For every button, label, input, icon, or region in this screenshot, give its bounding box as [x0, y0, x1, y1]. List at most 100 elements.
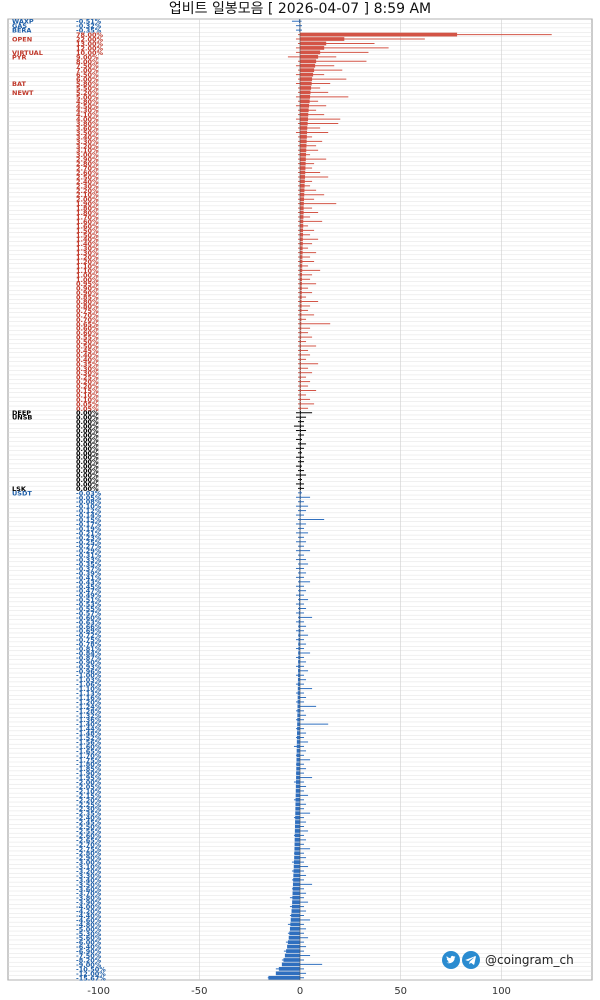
bar [300, 410, 301, 415]
pct-label: 0.00% [76, 418, 99, 426]
bar [294, 837, 300, 842]
bar [298, 606, 300, 611]
pct-label: 3.30% [76, 138, 99, 146]
bar [288, 935, 300, 940]
bar [300, 54, 319, 59]
pct-label: 2.70% [76, 165, 99, 173]
pct-label: 0.10% [76, 396, 99, 404]
bar [300, 339, 302, 344]
pct-label: -2.20% [76, 796, 102, 804]
pct-label: -0.14% [76, 512, 102, 520]
bar [275, 971, 300, 976]
pct-label: 0.70% [76, 316, 99, 324]
pct-label: 0.05% [76, 405, 99, 413]
bar [300, 308, 302, 313]
pct-label: 1.80% [76, 205, 99, 213]
bar [299, 495, 301, 500]
pct-label: 0.00% [76, 431, 99, 439]
pct-label: -3.40% [76, 876, 102, 884]
pct-label: -3.70% [76, 890, 102, 898]
pct-label: -1.32% [76, 712, 102, 720]
pct-label: 1.00% [76, 271, 99, 279]
pct-label: 0.90% [76, 285, 99, 293]
bar [296, 735, 300, 740]
pct-label: -0.47% [76, 587, 102, 595]
pct-label: -2.65% [76, 836, 102, 844]
pct-label: 4.30% [76, 107, 99, 115]
bar [300, 450, 301, 455]
pct-label: 0.10% [76, 391, 99, 399]
bar [294, 855, 300, 860]
bar [297, 726, 300, 731]
bar [296, 757, 300, 762]
pct-label: 0.20% [76, 383, 99, 391]
pct-label: -2.05% [76, 783, 102, 791]
bar [300, 121, 308, 126]
pct-label: 1.90% [76, 200, 99, 208]
pct-label: -3.30% [76, 872, 102, 880]
pct-label: -1.65% [76, 747, 102, 755]
bar [300, 424, 301, 428]
pct-label: -0.81% [76, 645, 102, 653]
bar [300, 397, 301, 402]
bar [287, 944, 300, 949]
bar [300, 81, 312, 86]
pct-label: 4.80% [76, 98, 99, 106]
coin-label: UNSB [12, 414, 32, 422]
pct-label: 2.90% [76, 156, 99, 164]
bar [300, 86, 312, 90]
bar [295, 784, 300, 789]
pct-label: -0.66% [76, 623, 102, 631]
pct-label: -8.20% [76, 956, 102, 964]
pct-label: -0.78% [76, 641, 102, 649]
bar [291, 909, 300, 913]
bar [298, 628, 300, 633]
pct-label: 0.00% [76, 423, 99, 431]
bar [284, 953, 300, 958]
bar [300, 152, 307, 157]
pct-label: -0.35% [76, 561, 102, 569]
pct-label: -3.50% [76, 881, 102, 889]
pct-label: 0.50% [76, 338, 99, 346]
bar [300, 286, 302, 291]
bar [300, 143, 307, 148]
bar [292, 895, 300, 900]
pct-label: 0.40% [76, 356, 99, 364]
bar [300, 415, 301, 420]
bar [296, 771, 300, 775]
bar [299, 575, 301, 580]
bar [300, 375, 301, 380]
bar [300, 148, 307, 153]
x-tick-label: 0 [297, 986, 303, 997]
pct-label: -1.75% [76, 756, 102, 764]
pct-label: -0.60% [76, 614, 102, 622]
bar [300, 215, 304, 219]
pct-label: 4.50% [76, 102, 99, 110]
bar [300, 304, 302, 308]
bar [298, 646, 300, 651]
pct-label: -3.20% [76, 867, 102, 875]
pct-label: -1.56% [76, 738, 102, 746]
bar [296, 749, 300, 753]
bar [300, 139, 307, 144]
pct-label: -0.39% [76, 569, 102, 577]
pct-label: -0.72% [76, 632, 102, 640]
bar [300, 183, 305, 188]
bar [300, 192, 305, 197]
bar [298, 664, 300, 669]
pct-label: -0.93% [76, 663, 102, 671]
pct-label: -2.00% [76, 779, 102, 787]
bar [300, 272, 303, 277]
bar [300, 201, 304, 206]
bar [300, 157, 306, 162]
pct-label: 0.80% [76, 302, 99, 310]
pct-label: 0.95% [76, 280, 99, 288]
pct-label: -4.80% [76, 921, 102, 929]
bar [294, 851, 300, 856]
pct-label: -0.37% [76, 565, 102, 573]
bar [293, 878, 300, 882]
bar [300, 477, 301, 482]
pct-label: -7.50% [76, 952, 102, 960]
x-tick-label: -100 [87, 986, 110, 997]
bar [299, 490, 301, 495]
